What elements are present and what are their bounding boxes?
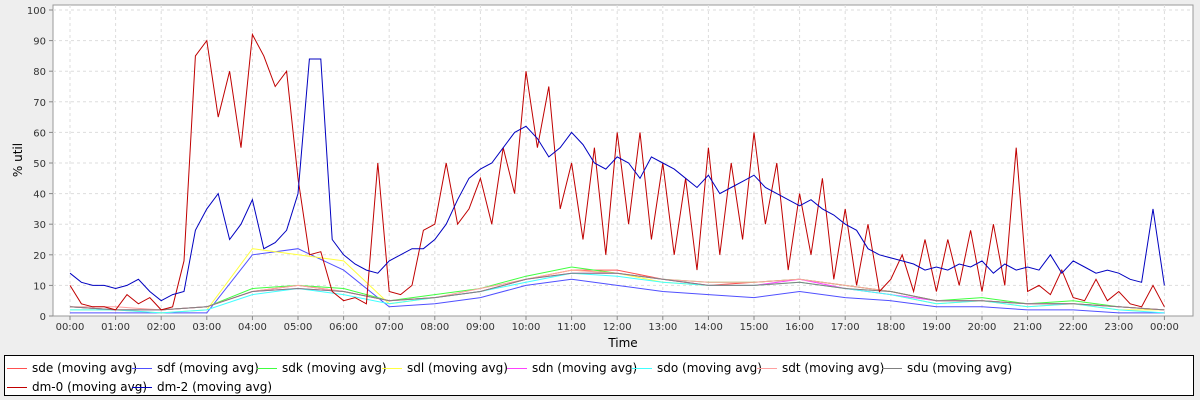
legend-label: sdt (moving avg) (782, 361, 885, 375)
y-tick-label: 60 (33, 128, 46, 139)
x-tick-label: 17:00 (831, 322, 860, 333)
series-line-sdu (69, 272, 1165, 311)
legend-item: sde (moving avg) (7, 361, 137, 375)
legend-item: sdo (moving avg) (632, 361, 762, 375)
legend-swatch (757, 367, 777, 369)
line-chart: 0 10 20 30 40 50 60 70 80 90 100 00:00 01:00 02:00 03… (11, 4, 1194, 350)
legend-swatch (382, 367, 402, 369)
legend-label: sdo (moving avg) (657, 361, 762, 375)
legend-label: sdn (moving avg) (532, 361, 638, 375)
y-tick-label: 80 (33, 67, 46, 78)
legend-item: sdu (moving avg) (882, 361, 1012, 375)
gridlines (53, 5, 1193, 316)
x-tick-label: 06:00 (329, 322, 358, 333)
legend-item: sdk (moving avg) (257, 361, 387, 375)
y-ticks: 0 10 20 30 40 50 60 70 80 90 100 (27, 6, 53, 323)
y-axis-label: % util (11, 143, 25, 177)
legend-item: sdl (moving avg) (382, 361, 508, 375)
x-tick-label: 13:00 (648, 322, 677, 333)
x-tick-label: 10:00 (512, 322, 541, 333)
y-tick-label: 40 (33, 190, 46, 201)
y-tick-label: 20 (33, 251, 46, 262)
legend-item: sdt (moving avg) (757, 361, 884, 375)
x-tick-label: 12:00 (603, 322, 632, 333)
y-tick-label: 10 (33, 281, 46, 292)
legend-swatch (7, 386, 27, 388)
y-tick-label: 30 (33, 220, 46, 231)
x-tick-label: 16:00 (785, 322, 814, 333)
x-tick-label: 00:00 (56, 322, 85, 333)
y-tick-label: 100 (27, 6, 46, 17)
x-tick-label: 07:00 (375, 322, 404, 333)
legend-swatch (882, 367, 902, 369)
legend-swatch (132, 367, 152, 369)
legend-swatch (132, 386, 152, 388)
x-tick-label: 08:00 (420, 322, 449, 333)
x-tick-label: 02:00 (147, 322, 176, 333)
x-tick-label: 09:00 (466, 322, 495, 333)
x-tick-label: 14:00 (694, 322, 723, 333)
y-tick-label: 50 (33, 159, 46, 170)
x-tick-label: 04:00 (238, 322, 267, 333)
y-tick-label: 90 (33, 37, 46, 48)
x-tick-label: 20:00 (968, 322, 997, 333)
x-tick-label: 22:00 (1059, 322, 1088, 333)
legend-item: dm-0 (moving avg) (7, 380, 147, 394)
x-tick-label: 23:00 (1104, 322, 1133, 333)
legend-label: dm-0 (moving avg) (32, 380, 148, 394)
legend-swatch (257, 367, 277, 369)
legend-swatch (632, 367, 652, 369)
series-line-sdf (70, 248, 1165, 314)
series-line-dm-2 (69, 58, 1165, 302)
x-tick-label: 19:00 (922, 322, 951, 333)
x-axis-label: Time (607, 336, 637, 350)
x-tick-label: 18:00 (876, 322, 905, 333)
legend-item: sdn (moving avg) (507, 361, 637, 375)
legend-label: sdl (moving avg) (407, 361, 508, 375)
legend-label: sdf (moving avg) (157, 361, 259, 375)
x-tick-label: 03:00 (192, 322, 221, 333)
legend-swatch (507, 367, 527, 369)
y-tick-label: 0 (40, 312, 46, 323)
x-tick-label: 11:00 (557, 322, 586, 333)
series-line-dm-0 (69, 32, 1165, 311)
legend-label: sde (moving avg) (32, 361, 138, 375)
x-tick-label: 21:00 (1013, 322, 1042, 333)
x-tick-label: 01:00 (101, 322, 130, 333)
legend-item: dm-2 (moving avg) (132, 380, 272, 394)
x-tick-label: 05:00 (284, 322, 313, 333)
legend-item: sdf (moving avg) (132, 361, 259, 375)
legend-label: dm-2 (moving avg) (157, 380, 273, 394)
legend: sde (moving avg) sdf (moving avg) sdk (mov… (4, 355, 1194, 396)
y-tick-label: 70 (33, 98, 46, 109)
legend-swatch (7, 367, 27, 369)
legend-label: sdk (moving avg) (282, 361, 387, 375)
legend-label: sdu (moving avg) (907, 361, 1013, 375)
series-lines (69, 32, 1165, 314)
x-tick-label: 15:00 (740, 322, 769, 333)
x-ticks: 00:00 01:00 02:00 03:00 04:00 05:00 06:00 07:00… (56, 316, 1179, 333)
x-tick-label: 00:00 (1150, 322, 1179, 333)
